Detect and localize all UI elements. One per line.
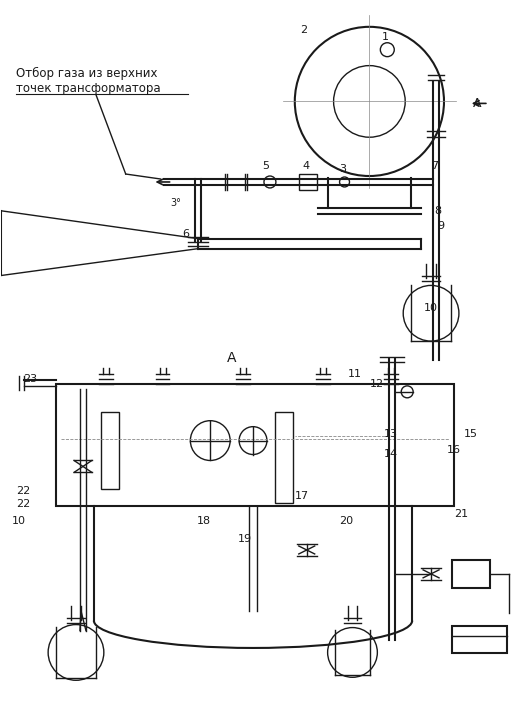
Text: 10: 10 bbox=[11, 516, 25, 526]
Text: 22: 22 bbox=[17, 499, 30, 509]
Bar bbox=[275, 412, 293, 503]
Text: 16: 16 bbox=[447, 444, 461, 454]
Text: Отбор газа из верхних: Отбор газа из верхних bbox=[17, 67, 158, 80]
Bar bbox=[452, 626, 507, 653]
Text: точек трансформатора: точек трансформатора bbox=[17, 82, 161, 95]
Text: 20: 20 bbox=[340, 516, 353, 526]
Text: 10: 10 bbox=[424, 303, 438, 314]
Text: A: A bbox=[473, 97, 481, 110]
Text: 19: 19 bbox=[238, 534, 252, 544]
Text: 4: 4 bbox=[303, 161, 310, 171]
Text: A: A bbox=[228, 351, 237, 365]
Text: 15: 15 bbox=[464, 428, 478, 439]
Text: 6: 6 bbox=[183, 229, 189, 239]
Text: 2: 2 bbox=[300, 25, 307, 35]
Text: 22: 22 bbox=[17, 486, 30, 497]
Text: 12: 12 bbox=[369, 379, 383, 389]
Text: 8: 8 bbox=[434, 206, 441, 216]
Text: 3: 3 bbox=[340, 164, 347, 174]
Text: 7: 7 bbox=[431, 161, 438, 171]
Text: 13: 13 bbox=[384, 428, 398, 439]
Bar bbox=[56, 384, 454, 506]
Text: 14: 14 bbox=[384, 449, 398, 459]
Text: 23: 23 bbox=[23, 374, 37, 384]
Text: 9: 9 bbox=[437, 221, 444, 231]
Bar bbox=[101, 412, 119, 489]
Text: 11: 11 bbox=[347, 369, 362, 379]
Text: 17: 17 bbox=[295, 492, 309, 501]
Text: 3°: 3° bbox=[170, 198, 181, 208]
Bar bbox=[299, 174, 317, 190]
Text: 18: 18 bbox=[196, 516, 211, 526]
Text: 5: 5 bbox=[262, 161, 269, 171]
Text: 1: 1 bbox=[381, 32, 389, 42]
Text: 21: 21 bbox=[454, 509, 468, 519]
Bar bbox=[452, 560, 490, 588]
